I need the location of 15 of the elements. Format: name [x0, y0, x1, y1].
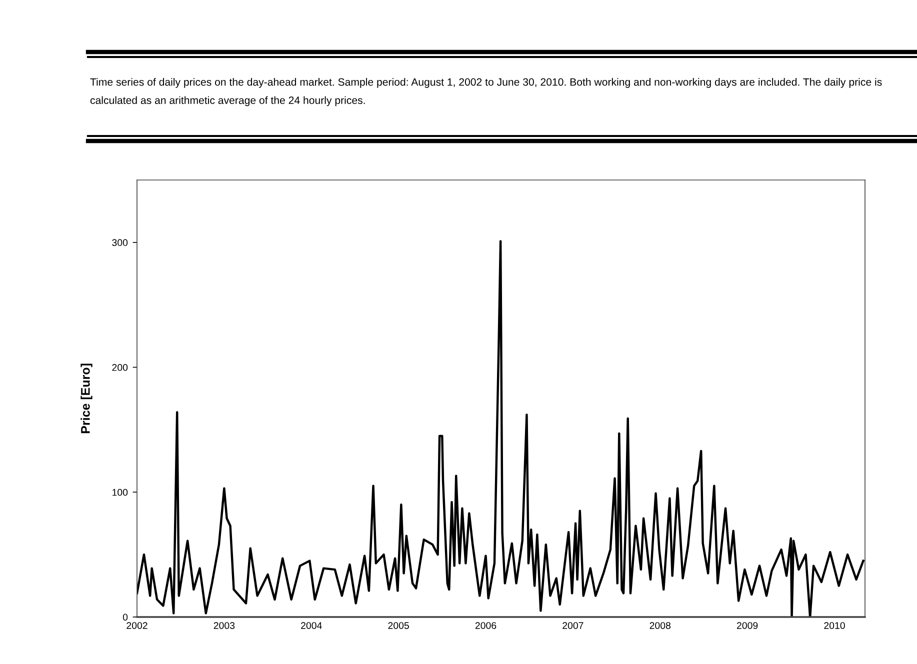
- y-tick-label: 100: [112, 488, 128, 496]
- x-tick-label: 2010: [824, 622, 845, 629]
- x-tick-label: 2008: [650, 622, 671, 629]
- x-tick-label: 2003: [214, 622, 235, 629]
- y-tick-label: 300: [112, 239, 128, 246]
- x-tick-label: 2002: [126, 622, 148, 629]
- x-tick-label: 2005: [388, 622, 409, 629]
- y-tick-label: 0: [122, 614, 128, 621]
- y-tick-label: 200: [112, 364, 128, 371]
- x-tick-label: 2004: [301, 622, 322, 629]
- chart-title: Time series of daily prices on the day-ahead market. Sample period: August 1, 2002 to June 30, 2010. Both working and non-working days are included. The daily price is calculated as an arithmetic average of the 24 hourly prices.: [90, 78, 882, 106]
- x-tick-label: 2009: [736, 622, 758, 629]
- y-axis-title: Price [Euro]: [80, 364, 92, 434]
- x-tick-label: 2006: [475, 622, 496, 629]
- x-tick-label: 2007: [562, 622, 584, 629]
